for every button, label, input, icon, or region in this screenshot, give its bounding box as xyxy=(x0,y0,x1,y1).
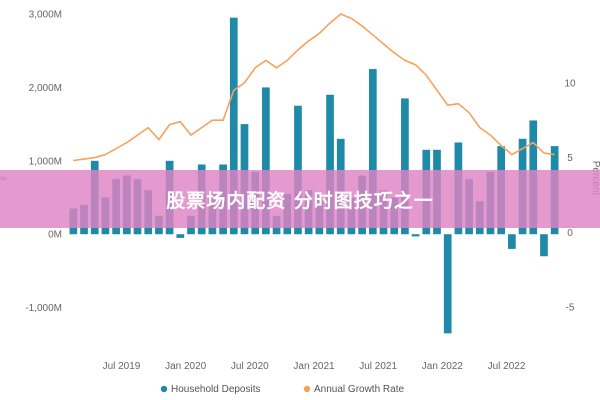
x-tick-label: Jul 2019 xyxy=(103,361,141,372)
bar xyxy=(368,69,377,235)
bar xyxy=(326,94,334,235)
y-tick-label: -1,000M xyxy=(25,303,62,314)
y2-tick-label: 0 xyxy=(567,228,573,239)
legend-label-deposits: Household Deposits xyxy=(171,384,261,395)
legend-label-growth: Annual Growth Rate xyxy=(314,384,404,395)
x-axis: Jul 2019 Jan 2020 Jul 2020 Jan 2021 Jul 2021… xyxy=(103,361,526,372)
bar xyxy=(262,87,270,235)
growth-line xyxy=(73,13,555,162)
x-tick-label: Jan 2020 xyxy=(165,361,207,372)
bar xyxy=(443,234,452,334)
bar xyxy=(540,234,548,257)
legend: Household Deposits Annual Growth Rate xyxy=(160,384,404,395)
legend-marker-deposits xyxy=(160,385,168,393)
x-tick-label: Jul 2020 xyxy=(231,361,269,372)
y-tick-label: 3,000M xyxy=(29,10,62,21)
x-tick-label: Jul 2021 xyxy=(359,361,397,372)
overlay-banner: 股票场内配资 分时图技巧之一 xyxy=(0,170,600,228)
x-tick-label: Jan 2021 xyxy=(293,361,335,372)
y-tick-label: 2,000M xyxy=(29,83,62,94)
bar xyxy=(411,234,420,237)
y2-tick-label: -5 xyxy=(566,303,575,314)
x-tick-label: Jul 2022 xyxy=(488,361,526,372)
y2-tick-label: 10 xyxy=(564,78,576,89)
y-tick-label: 1,000M xyxy=(29,156,62,167)
y-tick-label: 0M xyxy=(48,230,62,241)
bar xyxy=(229,17,238,235)
bar xyxy=(176,234,185,238)
line-series xyxy=(73,13,555,162)
bar xyxy=(294,105,302,235)
bar xyxy=(508,234,516,249)
x-tick-label: Jan 2022 xyxy=(422,361,464,372)
y-axis-right: 10 5 0 -5 xyxy=(564,78,576,313)
y-axis-left: 3,000M 2,000M 1,000M 0M -1,000M xyxy=(25,10,62,315)
overlay-banner-text: 股票场内配资 分时图技巧之一 xyxy=(166,189,434,212)
legend-marker-growth xyxy=(303,385,311,393)
y2-tick-label: 5 xyxy=(567,153,573,164)
bar xyxy=(401,98,409,235)
